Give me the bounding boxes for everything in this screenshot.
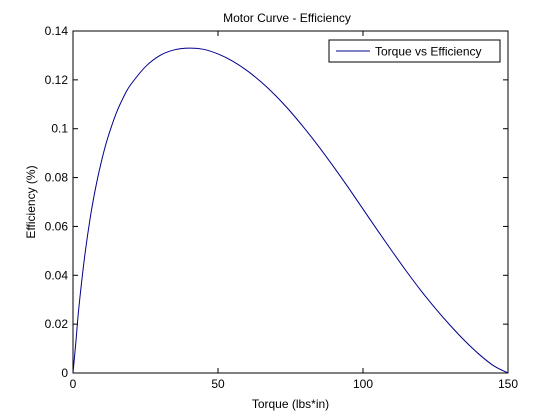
legend: Torque vs Efficiency xyxy=(328,39,501,63)
x-axis-label: Torque (lbs*in) xyxy=(252,397,329,411)
y-axis-label: Efficiency (%) xyxy=(24,165,38,238)
x-tick-label: 50 xyxy=(211,377,225,391)
y-tick-label: 0.14 xyxy=(45,24,69,38)
y-tick-label: 0.08 xyxy=(45,171,69,185)
x-tick-label: 0 xyxy=(70,377,77,391)
y-tick-label: 0 xyxy=(61,366,68,380)
x-tick-label: 100 xyxy=(353,377,373,391)
series-line-0 xyxy=(72,47,509,374)
y-tick-label: 0.1 xyxy=(51,122,68,136)
y-tick-label: 0.06 xyxy=(45,219,69,233)
series-layer xyxy=(72,47,509,374)
y-tick-label: 0.04 xyxy=(45,268,69,282)
x-tick-label: 150 xyxy=(498,377,518,391)
plot-area xyxy=(72,30,509,374)
chart-title: Motor Curve - Efficiency xyxy=(223,11,351,25)
x-axis: 0 50 100 150 xyxy=(70,31,518,391)
legend-box xyxy=(328,39,501,63)
y-axis: 0 0.02 0.04 0.06 0.08 0.1 0.12 0.14 xyxy=(45,24,508,380)
y-tick-label: 0.12 xyxy=(45,73,69,87)
legend-label: Torque vs Efficiency xyxy=(375,45,482,59)
y-tick-label: 0.02 xyxy=(45,317,69,331)
